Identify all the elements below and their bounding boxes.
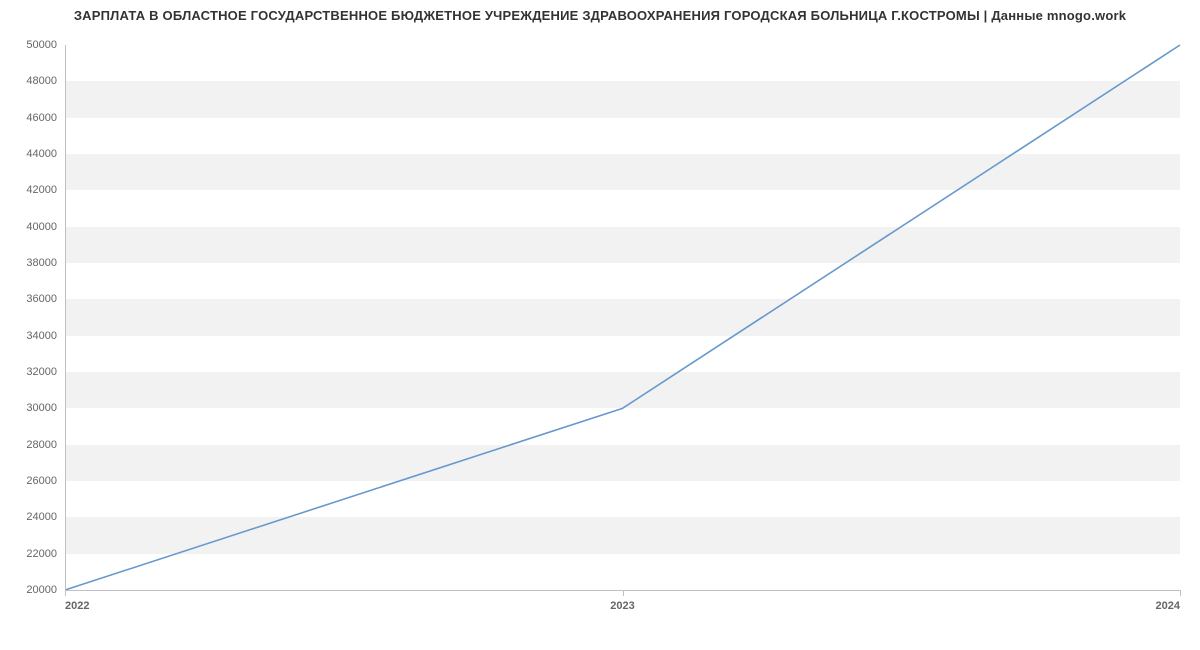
y-tick-label: 28000 bbox=[0, 439, 57, 451]
y-tick-label: 26000 bbox=[0, 475, 57, 487]
y-tick-label: 32000 bbox=[0, 366, 57, 378]
y-tick-label: 30000 bbox=[0, 402, 57, 414]
salary-line bbox=[65, 45, 1180, 590]
y-axis bbox=[65, 45, 66, 590]
y-tick-label: 40000 bbox=[0, 221, 57, 233]
plot-area bbox=[65, 45, 1180, 590]
y-tick-label: 46000 bbox=[0, 112, 57, 124]
y-tick-label: 42000 bbox=[0, 184, 57, 196]
chart-title: ЗАРПЛАТА В ОБЛАСТНОЕ ГОСУДАРСТВЕННОЕ БЮД… bbox=[0, 8, 1200, 23]
x-tick-label: 2024 bbox=[1156, 600, 1180, 612]
y-tick-label: 38000 bbox=[0, 257, 57, 269]
x-tick bbox=[65, 590, 66, 596]
x-tick bbox=[623, 590, 624, 596]
y-tick-label: 22000 bbox=[0, 548, 57, 560]
y-tick-label: 36000 bbox=[0, 293, 57, 305]
x-tick bbox=[1180, 590, 1181, 596]
y-tick-label: 44000 bbox=[0, 148, 57, 160]
line-series bbox=[65, 45, 1180, 590]
y-tick-label: 48000 bbox=[0, 75, 57, 87]
chart-container: ЗАРПЛАТА В ОБЛАСТНОЕ ГОСУДАРСТВЕННОЕ БЮД… bbox=[0, 0, 1200, 650]
x-tick-label: 2023 bbox=[610, 600, 634, 612]
y-tick-label: 20000 bbox=[0, 584, 57, 596]
y-tick-label: 24000 bbox=[0, 511, 57, 523]
x-tick-label: 2022 bbox=[65, 600, 89, 612]
y-tick-label: 50000 bbox=[0, 39, 57, 51]
y-tick-label: 34000 bbox=[0, 330, 57, 342]
